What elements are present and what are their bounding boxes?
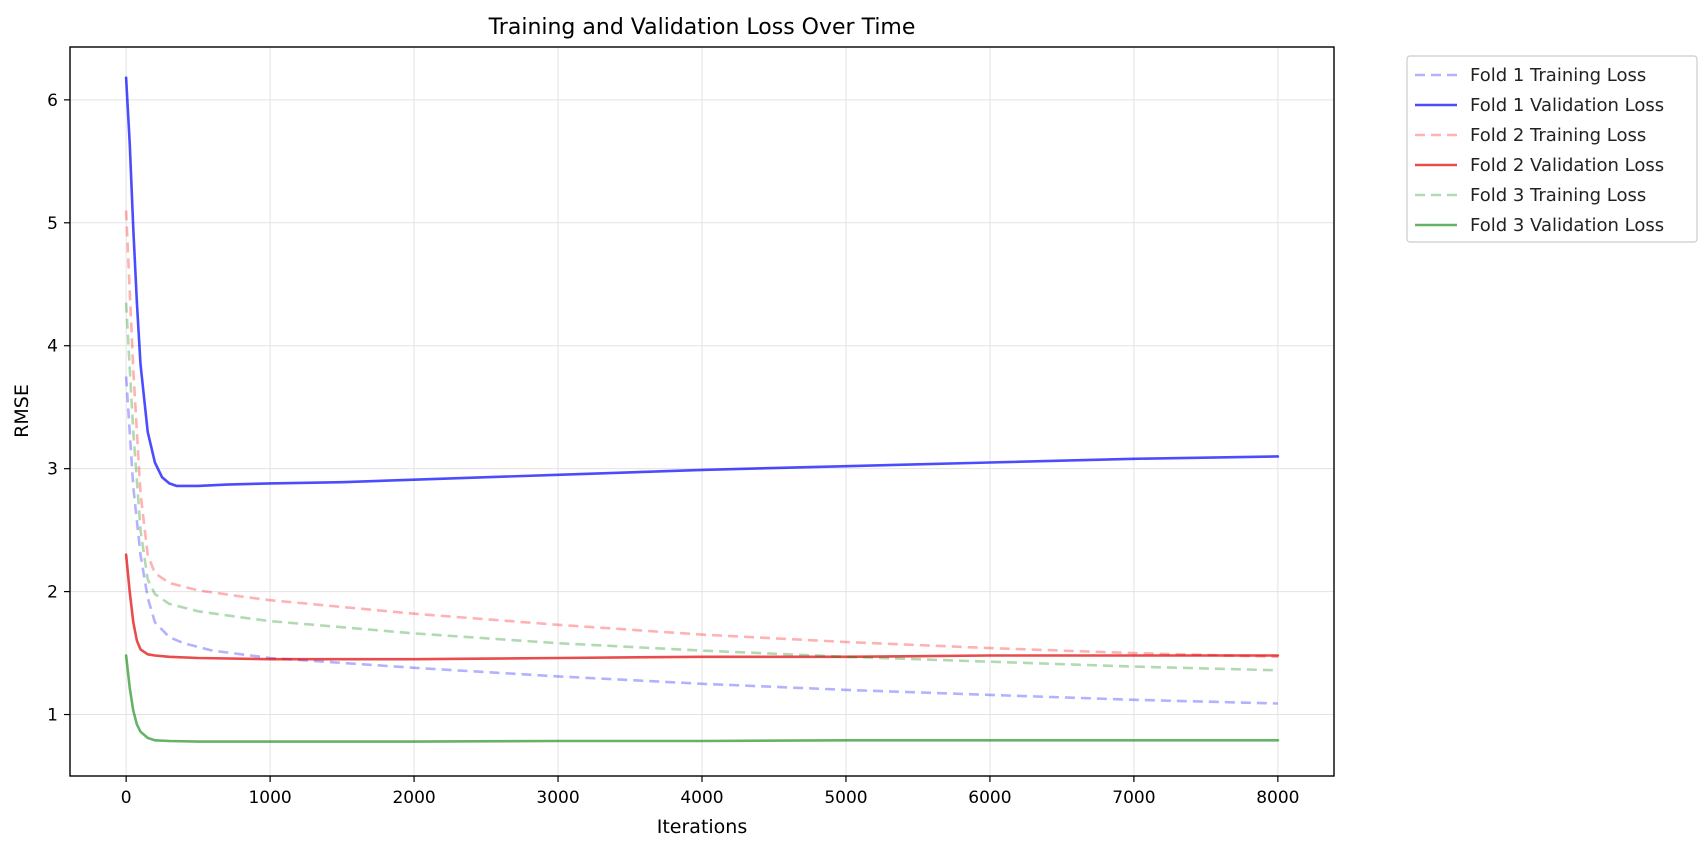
x-tick-label: 3000 <box>536 788 579 808</box>
chart-title: Training and Validation Loss Over Time <box>488 15 916 40</box>
legend: Fold 1 Training Loss Fold 1 Validation Lo… <box>1406 55 1698 243</box>
y-axis-ticks: 1 2 3 4 5 6 <box>47 91 70 726</box>
y-axis-label: RMSE <box>11 384 33 438</box>
legend-label-5: Fold 3 Training Loss <box>1470 185 1646 206</box>
x-tick-label: 2000 <box>392 788 435 808</box>
grid <box>70 47 1334 776</box>
series-lines <box>124 76 1280 743</box>
legend-label-4: Fold 2 Validation Loss <box>1470 155 1664 176</box>
x-tick-label: 8000 <box>1256 788 1299 808</box>
y-tick-label: 6 <box>47 91 58 111</box>
x-tick-label: 0 <box>121 788 132 808</box>
series-line-4 <box>124 553 1280 661</box>
series-line-5 <box>124 302 1278 672</box>
x-tick-label: 7000 <box>1112 788 1155 808</box>
x-tick-label: 1000 <box>248 788 291 808</box>
y-tick-label: 1 <box>47 706 58 726</box>
y-tick-label: 3 <box>47 460 58 480</box>
y-tick-label: 4 <box>47 337 58 357</box>
x-tick-label: 5000 <box>824 788 867 808</box>
series-line-1 <box>124 376 1278 705</box>
series-line-3 <box>124 210 1278 659</box>
legend-label-2: Fold 1 Validation Loss <box>1470 95 1664 116</box>
x-tick-label: 6000 <box>968 788 1011 808</box>
y-tick-label: 2 <box>47 583 58 603</box>
x-axis-label: Iterations <box>657 816 748 838</box>
series-line-6 <box>124 654 1280 743</box>
legend-label-6: Fold 3 Validation Loss <box>1470 215 1664 236</box>
legend-label-3: Fold 2 Training Loss <box>1470 125 1646 146</box>
series-line-2 <box>124 76 1280 488</box>
legend-label-1: Fold 1 Training Loss <box>1470 65 1646 86</box>
x-tick-label: 4000 <box>680 788 723 808</box>
y-tick-label: 5 <box>47 214 58 234</box>
legend-box <box>1406 55 1698 243</box>
x-axis-ticks: 0 1000 2000 3000 4000 5000 6000 7000 8000 <box>121 776 1299 808</box>
